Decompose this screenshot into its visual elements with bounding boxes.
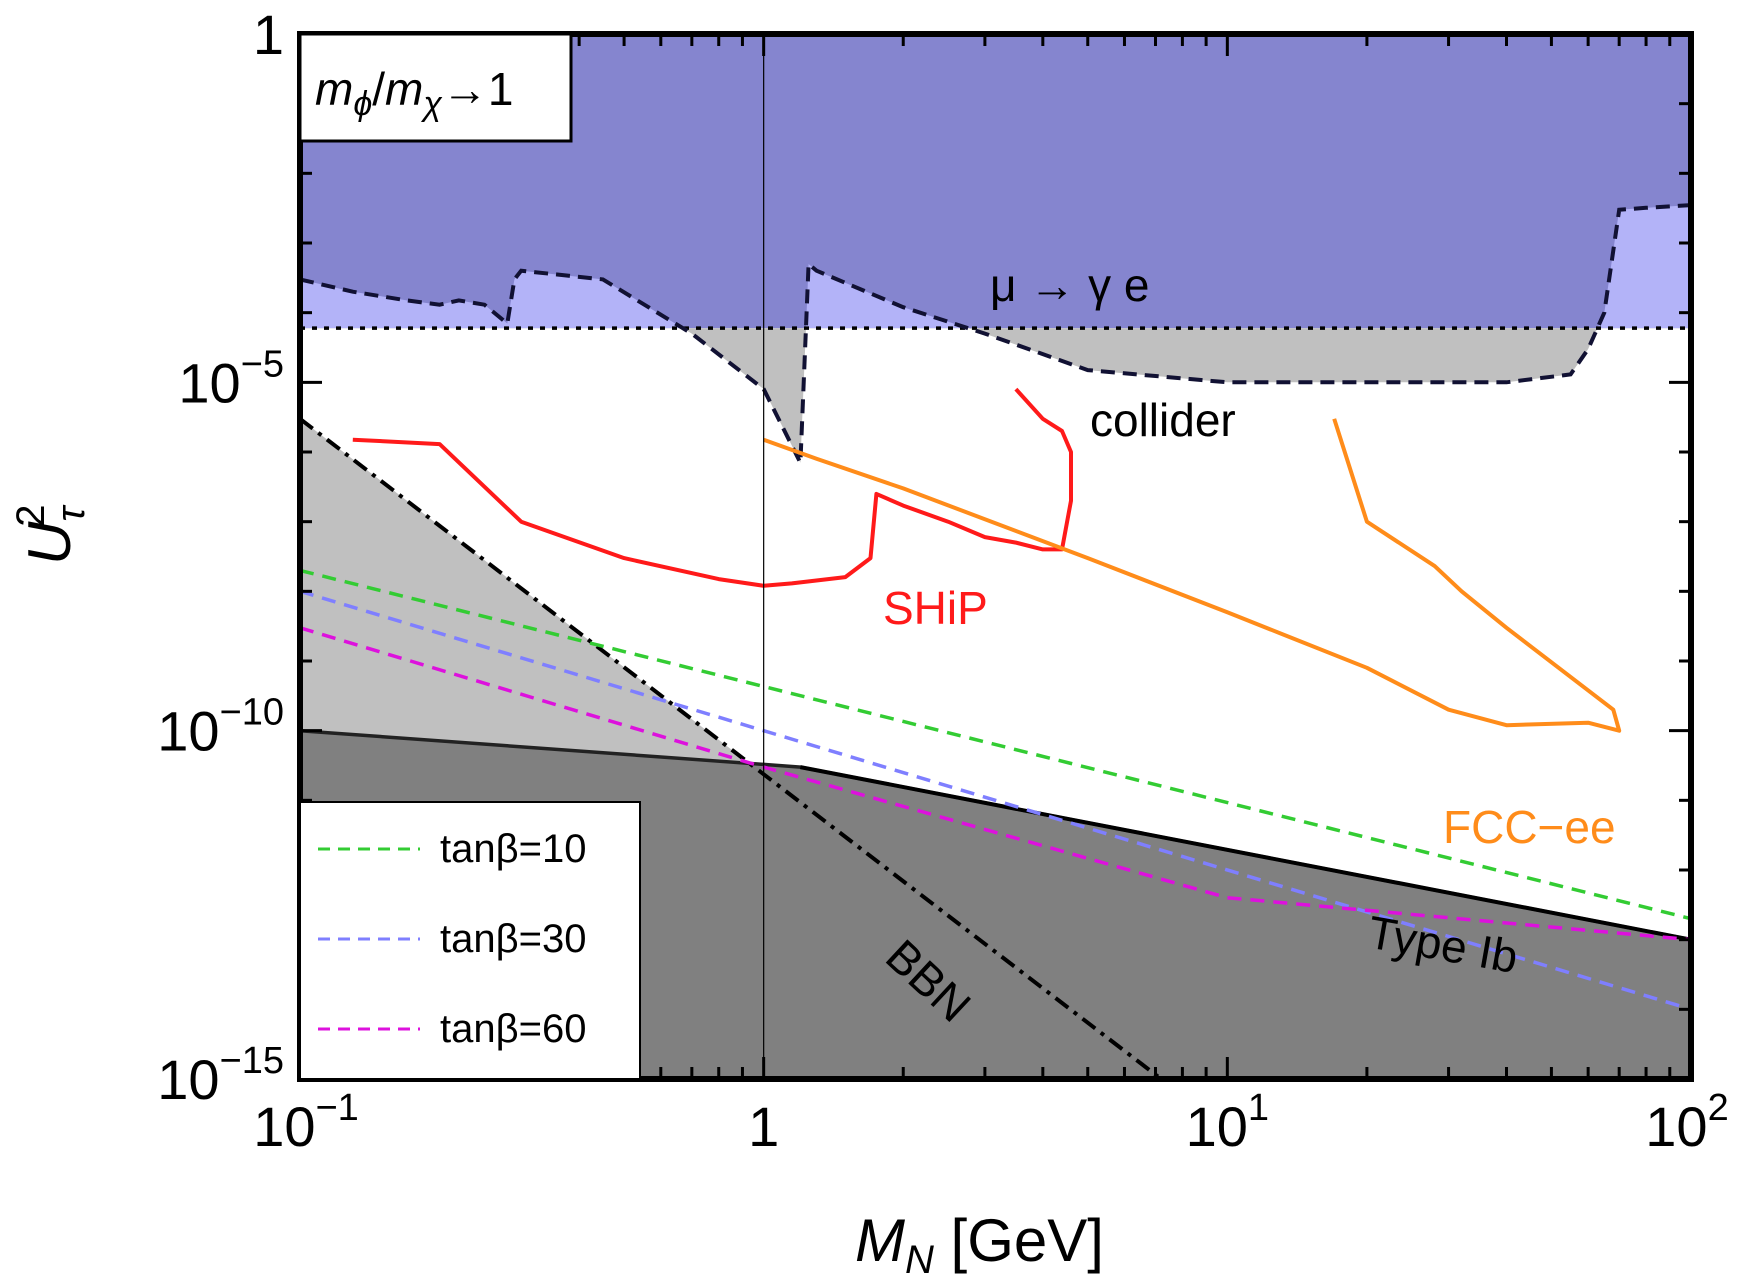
y-tick-label-base: 1 [253,3,284,66]
x-tick-label-exp: 1 [1248,1087,1269,1129]
x-axis-title: MN [GeV] [855,1207,1104,1282]
legend: tanβ=10 tanβ=30 tanβ=60 [299,801,641,1080]
annotation-collider: collider [1090,394,1236,446]
inset-label: mϕ/mχ→1 [315,63,514,123]
type-ib-region [300,730,1691,1079]
type-ib-line-bold [800,765,1691,942]
legend-label-tb60: tanβ=60 [440,1007,586,1051]
y-axis-title-part: τ [49,504,93,522]
y-tick-label-base: 10 [157,700,219,763]
series-line-tb10 [300,568,1691,921]
x-tick-label-base: 10 [1645,1095,1707,1158]
x-tick-label: 1 [748,1095,779,1158]
inset-slash: / [372,63,385,115]
x-axis-title-part: [GeV] [934,1207,1104,1274]
y-axis-title-part: U [16,521,83,565]
collider-boundary-line [300,203,1691,464]
x-tick-label-base: 10 [253,1095,315,1158]
inset-arrow: →1 [442,63,514,115]
inset-sub2: χ [420,85,443,123]
inset-box [298,32,573,143]
x-axis-title-part: N [905,1238,934,1282]
x-tick-label: 101 [1186,1087,1269,1158]
annotation-ship: SHiP [883,582,988,634]
series-line-tb60 [300,626,1691,942]
y-tick-label-exp: −5 [241,343,284,385]
lfv-light-region [300,205,1691,329]
y-axis-title-part: 2 [9,504,53,526]
x-tick-label-base: 10 [1186,1095,1248,1158]
x-axis-title-part: M [855,1207,905,1274]
y-tick-label-exp: −15 [220,1040,284,1082]
inset-sub1: ϕ [353,85,372,123]
inset-m1: m [315,63,353,115]
y-tick-label-base: 10 [178,351,240,414]
plot-frame [297,31,1694,1082]
legend-box [299,801,641,1080]
ship-curve [352,387,1073,588]
y-tick-label-exp: −10 [220,692,284,734]
annotation-fcc: FCC−ee [1443,801,1616,853]
y-tick-label: 1 [253,3,284,66]
legend-label-tb30: tanβ=30 [440,917,586,961]
x-tick-label-exp: 2 [1708,1087,1729,1129]
x-tick-label: 102 [1645,1087,1728,1158]
y-tick-label-base: 10 [157,1048,219,1111]
x-tick-label-exp: −1 [315,1087,358,1129]
fcc-curve [763,418,1622,733]
x-tick-label-base: 1 [748,1095,779,1158]
annotation-mu-gamma-e: μ → γ e [990,259,1149,311]
x-tick-label: 10−1 [253,1087,359,1158]
bbn-line [300,417,1163,1079]
y-tick-label: 10−10 [157,692,284,763]
inset-m2: m [385,63,423,115]
legend-label-tb10: tanβ=10 [440,827,586,871]
y-tick-label: 10−15 [157,1040,284,1111]
y-tick-label: 10−5 [178,343,284,414]
collider-excluded-region [682,328,1598,463]
lines-layer [300,34,1691,1079]
y-axis-title: Uτ2 [9,504,93,565]
